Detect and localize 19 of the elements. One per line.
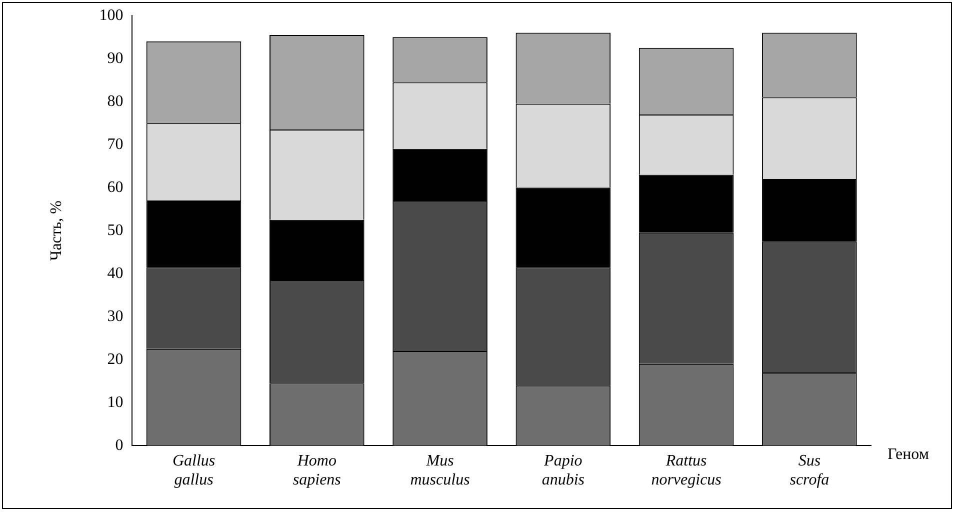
x-axis-title: Геном <box>887 446 929 464</box>
y-tick-label: 70 <box>107 136 124 153</box>
x-tick-label: Mus musculus <box>410 452 470 489</box>
y-tick-label: 40 <box>107 264 124 282</box>
y-tick-label: 50 <box>107 222 124 239</box>
y-tick-label: 20 <box>107 350 124 368</box>
y-tick-label: 30 <box>107 308 124 325</box>
y-axis-title: Часть, % <box>48 200 65 261</box>
x-tick-label: Sus scrofa <box>790 452 830 489</box>
x-tick-label: Homo sapiens <box>292 452 341 489</box>
y-tick-label: 80 <box>107 92 124 110</box>
y-tick-label: 100 <box>99 6 124 24</box>
y-tick-label: 60 <box>107 178 124 196</box>
x-tick-label: Papio anubis <box>542 452 585 489</box>
y-tick-label: 0 <box>115 436 124 454</box>
y-tick-label: 10 <box>107 394 124 411</box>
x-tick-label: Rattus norvegicus <box>651 452 722 489</box>
y-tick-label: 90 <box>107 50 124 67</box>
x-tick-label: Gallus gallus <box>172 452 216 489</box>
